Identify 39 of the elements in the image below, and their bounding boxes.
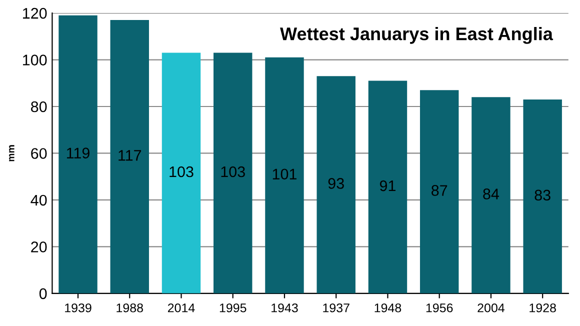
bar — [162, 52, 201, 294]
y-tick-label: 20 — [31, 242, 47, 252]
bar — [420, 90, 459, 294]
bar — [368, 80, 408, 294]
x-tick-label: 2014 — [168, 303, 195, 312]
x-tick-label: 1939 — [65, 303, 92, 312]
x-tick-label: 1948 — [374, 303, 402, 312]
bar — [58, 15, 98, 294]
x-tick-label: 1943 — [272, 303, 298, 312]
bar — [214, 52, 252, 294]
data-label: 93 — [328, 178, 344, 189]
x-tick-label: 1995 — [220, 303, 246, 312]
y-tick-label: 60 — [31, 148, 47, 159]
bar — [110, 20, 149, 294]
data-label: 87 — [432, 185, 448, 196]
data-label: 103 — [221, 166, 245, 178]
bar — [472, 97, 510, 294]
data-label: 101 — [272, 168, 296, 180]
data-label: 119 — [66, 148, 90, 158]
y-axis-title: mm — [9, 145, 14, 162]
x-tick-label: 2004 — [478, 303, 505, 312]
y-tick-label: 100 — [23, 54, 47, 66]
x-tick-label: 1956 — [426, 303, 453, 312]
text: Wettest Januarys in East Anglia — [280, 27, 554, 44]
x-tick-label: 1937 — [323, 303, 350, 312]
data-label: 83 — [534, 190, 550, 201]
data-label: 103 — [170, 166, 194, 178]
bar — [265, 57, 304, 294]
x-tick-label: 1928 — [530, 303, 556, 312]
data-label: 117 — [118, 150, 142, 161]
y-tick-label: 80 — [31, 101, 47, 112]
y-tick-label: 40 — [30, 194, 47, 206]
data-label: 84 — [483, 188, 500, 200]
y-tick-label: 0 — [39, 288, 47, 300]
x-tick-label: 1988 — [116, 303, 143, 312]
data-label: 91 — [380, 180, 396, 192]
bar — [523, 99, 562, 294]
bar — [316, 76, 356, 294]
y-tick-label: 120 — [23, 8, 47, 19]
